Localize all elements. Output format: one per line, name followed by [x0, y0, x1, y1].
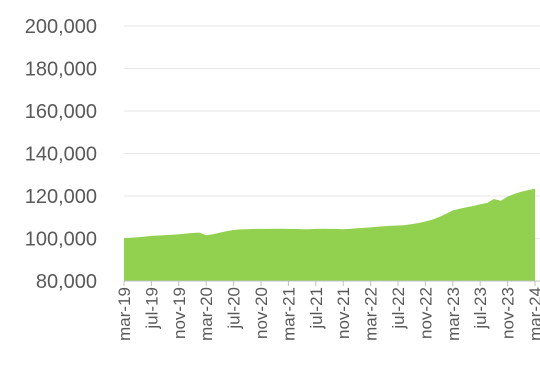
area-series [124, 188, 535, 281]
y-tick-label: 100,000 [25, 229, 97, 251]
x-tick-label: mar-22 [362, 287, 381, 341]
x-axis [123, 280, 540, 286]
y-tick-label: 120,000 [25, 186, 97, 208]
x-tick-label: nov-21 [334, 287, 353, 339]
x-tick-label: jul-19 [142, 287, 161, 330]
x-tick-label: nov-22 [416, 287, 435, 339]
y-tick-label: 160,000 [25, 101, 97, 123]
x-tick-label: nov-19 [170, 287, 189, 339]
x-tick-label: mar-24 [526, 287, 540, 341]
y-tick-label: 140,000 [25, 144, 97, 166]
x-tick-label: mar-23 [444, 287, 463, 341]
x-tick-label: mar-20 [197, 287, 216, 341]
plot-area [124, 188, 535, 281]
x-tick-label: jul-20 [225, 287, 244, 330]
x-tick-label: nov-20 [252, 287, 271, 339]
y-axis: 80,000 100,000 120,000 140,000 160,000 180,00… [25, 16, 97, 293]
x-tick-label: jul-23 [471, 287, 490, 330]
x-tick-label: mar-21 [279, 287, 298, 341]
x-tick-label: nov-23 [499, 287, 518, 339]
x-tick-label: mar-19 [115, 287, 134, 341]
y-tick-label: 200,000 [25, 16, 97, 38]
x-axis-labels: mar-19 jul-19 nov-19 mar-20 jul-20 nov-20 mar-… [115, 287, 540, 341]
x-tick-label: jul-21 [307, 287, 326, 330]
x-tick-label: jul-22 [389, 287, 408, 330]
y-tick-label: 180,000 [25, 59, 97, 81]
y-tick-label: 80,000 [36, 271, 97, 293]
